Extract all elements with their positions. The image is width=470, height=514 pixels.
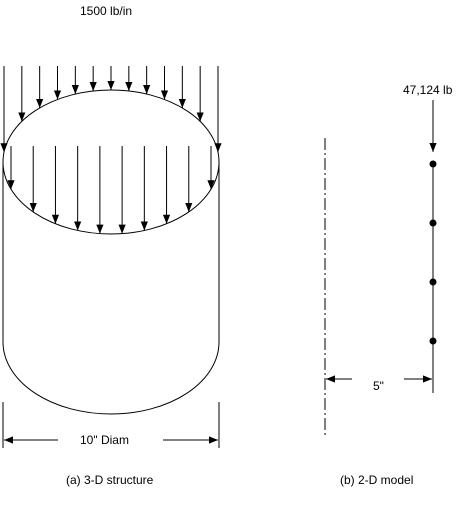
load-per-inch-label: 1500 lb/in [80, 4, 132, 18]
model-node [429, 160, 437, 168]
model-nodes [429, 160, 437, 345]
model-node [429, 337, 437, 345]
caption-3d-structure: (a) 3-D structure [66, 473, 154, 487]
cylinder-bottom-arc [2, 341, 220, 415]
caption-2d-model: (b) 2-D model [340, 473, 413, 487]
diameter-label: 10" Diam [80, 433, 129, 447]
cylinder-3d [2, 89, 220, 415]
offset-label: 5" [373, 379, 384, 393]
model-node [429, 219, 437, 227]
distributed-load-arrows [0, 66, 222, 234]
diameter-dimension [2, 402, 220, 448]
point-load-label: 47,124 lb [403, 83, 453, 97]
model-node [429, 278, 437, 286]
cylinder-top-ellipse [2, 89, 220, 235]
